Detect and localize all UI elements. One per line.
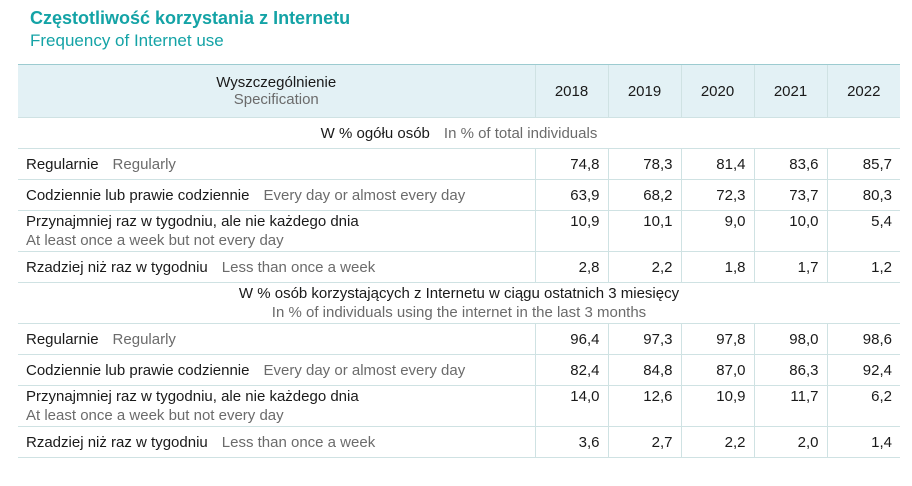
row-label-pl: Regularnie [26, 155, 99, 173]
value-cell: 63,9 [534, 179, 608, 211]
value-cell: 78,3 [607, 148, 681, 180]
value-cell: 2,0 [753, 426, 827, 458]
value-cell: 74,8 [534, 148, 608, 180]
row-label-en: At least once a week but not every day [26, 232, 284, 249]
title-english: Frequency of Internet use [30, 31, 224, 50]
value-cell: 1,8 [680, 251, 754, 283]
spec-header: Wyszczególnienie Specification [18, 64, 535, 118]
value-cell: 96,4 [534, 323, 608, 355]
value-cell: 82,4 [534, 354, 608, 386]
value-cell: 14,0 [534, 385, 608, 427]
table-row: Rzadziej niż raz w tygodniu Less than onc… [18, 426, 900, 458]
value-cell: 10,0 [753, 210, 827, 252]
title-polish: Częstotliwość korzystania z Internetu [30, 8, 351, 28]
value-cell: 2,2 [680, 426, 754, 458]
value-cell: 85,7 [826, 148, 900, 180]
row-label-pl: Codziennie lub prawie codziennie [26, 186, 250, 204]
value-cell: 73,7 [753, 179, 827, 211]
row-label-pl: Rzadziej niż raz w tygodniu [26, 433, 208, 451]
row-label-pl: Codziennie lub prawie codziennie [26, 361, 250, 379]
value-cell: 5,4 [826, 210, 900, 252]
row-label-en: Less than once a week [221, 258, 376, 276]
value-cell: 84,8 [607, 354, 681, 386]
year-header: 2018 [534, 64, 608, 118]
spec-header-en: Specification [233, 91, 319, 108]
value-cell: 3,6 [534, 426, 608, 458]
table-row: Codziennie lub prawie codziennie Every da… [18, 354, 900, 386]
value-cell: 11,7 [753, 385, 827, 427]
value-cell: 12,6 [607, 385, 681, 427]
value-cell: 98,6 [826, 323, 900, 355]
value-cell: 2,2 [607, 251, 681, 283]
value-cell: 1,7 [753, 251, 827, 283]
row-label-pl: Przynajmniej raz w tygodniu, ale nie każ… [26, 213, 359, 230]
section-title-pl: W % osób korzystających z Internetu w ci… [238, 285, 680, 302]
value-cell: 83,6 [753, 148, 827, 180]
value-cell: 87,0 [680, 354, 754, 386]
value-cell: 9,0 [680, 210, 754, 252]
row-label-en: Every day or almost every day [263, 186, 466, 204]
year-header: 2020 [680, 64, 754, 118]
value-cell: 2,7 [607, 426, 681, 458]
year-header: 2021 [753, 64, 827, 118]
row-label-en: Every day or almost every day [263, 361, 466, 379]
value-cell: 68,2 [607, 179, 681, 211]
header-row: Wyszczególnienie Specification 2018 2019… [18, 64, 900, 118]
value-cell: 81,4 [680, 148, 754, 180]
value-cell: 86,3 [753, 354, 827, 386]
year-header: 2019 [607, 64, 681, 118]
section-header: W % ogółu osób In % of total individuals [18, 117, 900, 149]
table-row: Codziennie lub prawie codziennie Every da… [18, 179, 900, 211]
row-label-pl: Przynajmniej raz w tygodniu, ale nie każ… [26, 388, 359, 405]
table-row: Przynajmniej raz w tygodniu, ale nie każ… [18, 210, 900, 252]
value-cell: 92,4 [826, 354, 900, 386]
frequency-table: Wyszczególnienie Specification 2018 2019… [18, 64, 900, 458]
row-label-pl: Regularnie [26, 330, 99, 348]
value-cell: 1,2 [826, 251, 900, 283]
value-cell: 1,4 [826, 426, 900, 458]
section-title-en: In % of total individuals [443, 124, 598, 142]
value-cell: 98,0 [753, 323, 827, 355]
year-header: 2022 [826, 64, 900, 118]
row-label-en: At least once a week but not every day [26, 407, 284, 424]
value-cell: 2,8 [534, 251, 608, 283]
table-row: Przynajmniej raz w tygodniu, ale nie każ… [18, 385, 900, 427]
row-label-pl: Rzadziej niż raz w tygodniu [26, 258, 208, 276]
value-cell: 72,3 [680, 179, 754, 211]
value-cell: 6,2 [826, 385, 900, 427]
spec-header-pl: Wyszczególnienie [216, 74, 337, 91]
table-row: Regularnie Regularly 96,4 97,3 97,8 98,0 … [18, 323, 900, 355]
value-cell: 97,3 [607, 323, 681, 355]
section-title-pl: W % ogółu osób [320, 124, 430, 142]
value-cell: 10,9 [680, 385, 754, 427]
section-header: W % osób korzystających z Internetu w ci… [18, 282, 900, 324]
value-cell: 10,9 [534, 210, 608, 252]
row-label-en: Less than once a week [221, 433, 376, 451]
row-label-en: Regularly [112, 155, 176, 173]
table-row: Regularnie Regularly 74,8 78,3 81,4 83,6 … [18, 148, 900, 180]
value-cell: 80,3 [826, 179, 900, 211]
section-title-en: In % of individuals using the internet i… [271, 304, 647, 321]
row-label-en: Regularly [112, 330, 176, 348]
value-cell: 10,1 [607, 210, 681, 252]
table-row: Rzadziej niż raz w tygodniu Less than onc… [18, 251, 900, 283]
value-cell: 97,8 [680, 323, 754, 355]
